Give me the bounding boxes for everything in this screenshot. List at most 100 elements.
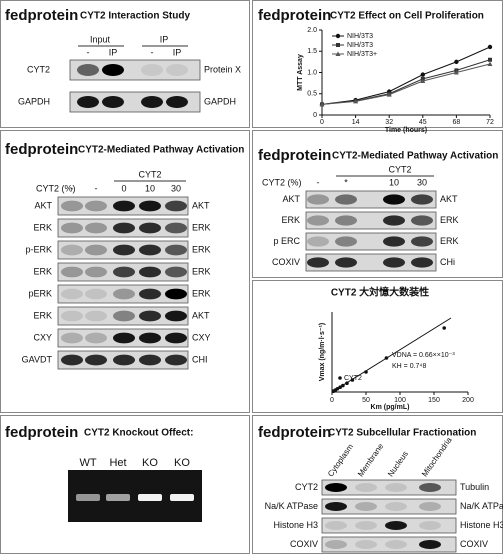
band bbox=[61, 354, 83, 366]
point bbox=[345, 381, 349, 386]
band bbox=[77, 96, 99, 108]
panel-title: CYT2 Interaction Study bbox=[80, 11, 190, 22]
row-label: COXIV bbox=[272, 257, 300, 267]
row-label: Tubulin bbox=[460, 482, 489, 492]
panel-title: CYT2-Mediated Pathway Activation bbox=[332, 151, 498, 162]
band bbox=[419, 502, 441, 511]
band bbox=[307, 236, 329, 247]
row-label: AKT bbox=[192, 200, 210, 210]
annotation: KH = 0.7⁴8 bbox=[392, 363, 426, 370]
row-label: Protein X bbox=[204, 64, 241, 74]
x-tick-label: 200 bbox=[462, 397, 474, 404]
legend-label: NIH/3T3 bbox=[347, 33, 373, 40]
point bbox=[384, 356, 389, 360]
band bbox=[411, 194, 433, 205]
lane-label: - bbox=[87, 47, 90, 57]
row-label: pERK bbox=[28, 288, 52, 298]
x-tick-label: 0 bbox=[320, 119, 324, 126]
row-label: CXY bbox=[33, 332, 52, 342]
band bbox=[85, 222, 107, 234]
band bbox=[139, 222, 161, 234]
band bbox=[411, 236, 433, 247]
row-label: Na/K ATPase bbox=[265, 501, 318, 511]
row-label: ERK bbox=[33, 222, 52, 232]
x-tick-label: 14 bbox=[352, 119, 360, 126]
band bbox=[61, 310, 83, 322]
band bbox=[113, 288, 135, 300]
band bbox=[165, 266, 187, 278]
band bbox=[113, 244, 135, 256]
band bbox=[325, 521, 347, 530]
treatment-label: CYT2 (%) bbox=[262, 177, 302, 187]
legend-marker bbox=[338, 376, 342, 380]
point bbox=[341, 383, 345, 388]
blot-strip bbox=[305, 211, 437, 230]
band bbox=[355, 502, 377, 511]
lane-label: Cytoplasm bbox=[326, 442, 355, 478]
y-tick-label: 1.5 bbox=[307, 48, 317, 55]
band bbox=[102, 96, 124, 108]
band bbox=[139, 200, 161, 212]
blot-strip bbox=[305, 190, 437, 209]
point bbox=[364, 370, 368, 374]
band bbox=[141, 96, 163, 108]
row-label: AKT bbox=[34, 200, 52, 210]
band bbox=[307, 215, 329, 226]
band bbox=[419, 483, 441, 492]
row-label: COXIV bbox=[290, 539, 318, 549]
band bbox=[411, 257, 433, 268]
point bbox=[338, 385, 342, 390]
band bbox=[113, 332, 135, 344]
y-axis-label: Vmax (ng/m·l·s⁻¹) bbox=[319, 323, 326, 382]
band bbox=[85, 288, 107, 300]
panel-title: CYT2 Effect on Cell Proliferation bbox=[330, 11, 484, 22]
x-tick-label: 0 bbox=[330, 397, 334, 404]
x-tick-label: 45 bbox=[419, 119, 427, 126]
band bbox=[335, 236, 357, 247]
brand: fedprotein bbox=[258, 147, 331, 164]
row-label: p ERC bbox=[273, 236, 300, 246]
brand: fedprotein bbox=[258, 424, 331, 441]
row-label: ERK bbox=[192, 266, 211, 276]
band bbox=[85, 200, 107, 212]
x-tick-label: 50 bbox=[362, 397, 370, 404]
lane-label: Membrane bbox=[356, 441, 386, 478]
brand: fedprotein bbox=[5, 424, 78, 441]
lane-label: 30 bbox=[171, 183, 181, 193]
blot-strip bbox=[69, 91, 201, 113]
marker bbox=[336, 43, 340, 47]
row-label: ERK bbox=[192, 288, 211, 298]
lane-label: 0 bbox=[121, 183, 126, 193]
band bbox=[61, 332, 83, 344]
blot-strip bbox=[305, 253, 437, 272]
row-label: Histone H3 bbox=[460, 520, 503, 530]
point bbox=[442, 326, 447, 330]
row-label: Histone H3 bbox=[273, 520, 318, 530]
band bbox=[383, 257, 405, 268]
band bbox=[113, 354, 135, 366]
band bbox=[325, 502, 347, 511]
group-label: CYT2 bbox=[138, 169, 161, 179]
lane-label: WT bbox=[79, 457, 96, 469]
y-tick-label: 0 bbox=[313, 112, 317, 119]
band bbox=[61, 266, 83, 278]
brand: fedprotein bbox=[258, 7, 331, 24]
band bbox=[141, 64, 163, 76]
treatment-label: CYT2 (%) bbox=[36, 183, 76, 193]
brand: fedprotein bbox=[5, 141, 78, 158]
x-tick-label: 100 bbox=[394, 397, 406, 404]
band bbox=[383, 215, 405, 226]
band bbox=[166, 64, 188, 76]
blot-strip bbox=[321, 498, 457, 515]
chart-title: CYT2 大対憶大数装性 bbox=[331, 286, 429, 299]
band bbox=[113, 266, 135, 278]
marker bbox=[353, 98, 359, 104]
band bbox=[139, 288, 161, 300]
band bbox=[77, 64, 99, 76]
band bbox=[385, 502, 407, 511]
gel-band bbox=[76, 494, 100, 501]
band bbox=[335, 194, 357, 205]
gel-band bbox=[106, 494, 130, 501]
line bbox=[321, 59, 491, 105]
